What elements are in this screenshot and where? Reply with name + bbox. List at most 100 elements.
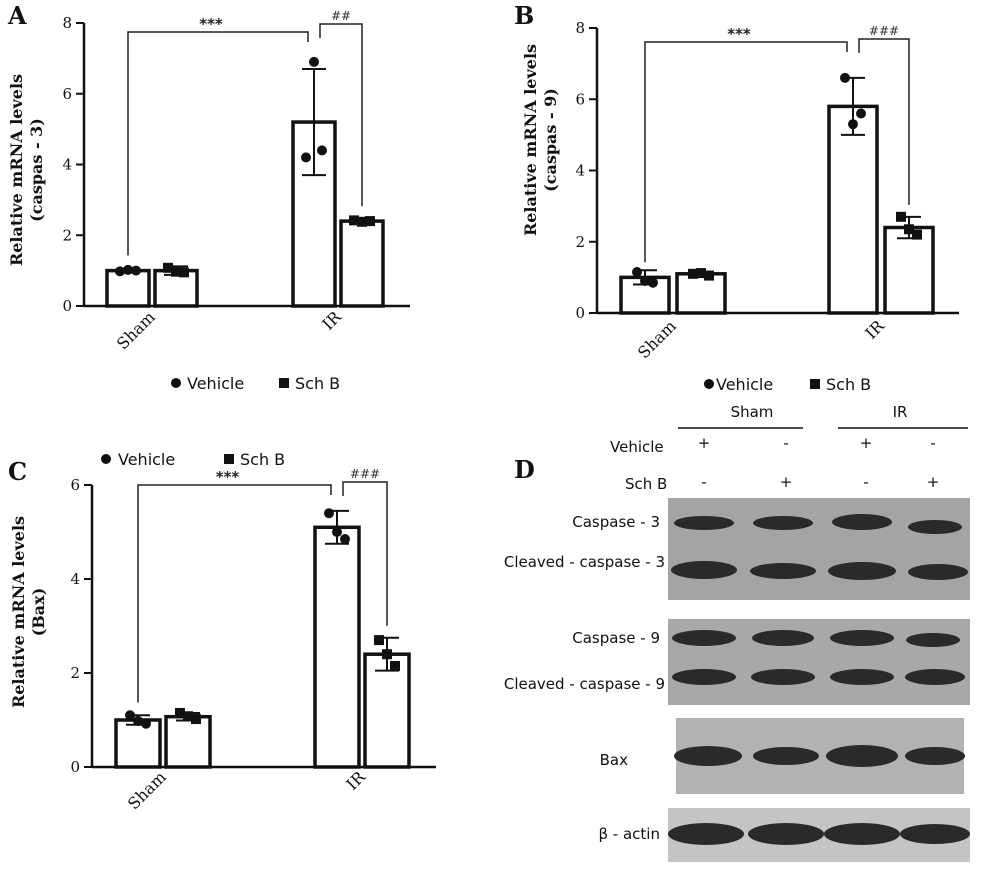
category-label: Sham (113, 307, 159, 353)
bar (675, 272, 727, 315)
wb-sign: + (927, 473, 940, 491)
bar (883, 225, 935, 315)
wb-row-vehicle: Vehicle (610, 438, 664, 456)
legend-a: Vehicle Sch B (171, 374, 340, 393)
bar (339, 219, 385, 308)
legend-square-icon (279, 378, 289, 388)
data-point (123, 264, 133, 275)
y-tick-label: 0 (62, 297, 72, 315)
y-tick-label: 8 (575, 19, 585, 37)
wb-group-ir: IR (893, 403, 908, 421)
panel-letter-a: A (7, 1, 27, 30)
band (908, 564, 968, 580)
band (906, 633, 960, 647)
band (671, 561, 737, 579)
y-axis-label-line: Relative mRNA levels (9, 516, 28, 708)
significance-bracket (858, 38, 910, 205)
significance-label: *** (727, 25, 751, 43)
data-point (374, 635, 384, 646)
bar (105, 268, 151, 308)
category-label: Sham (634, 316, 680, 362)
significance-label: ### (869, 24, 899, 38)
y-tick-label: 2 (70, 664, 80, 682)
blot-membrane-caspase3 (668, 498, 970, 600)
data-point (125, 710, 135, 721)
legend-b: Vehicle Sch B (704, 375, 871, 394)
y-tick-label: 6 (575, 90, 585, 108)
bar (114, 718, 162, 769)
legend-c: Vehicle Sch B (101, 450, 285, 469)
data-point (357, 216, 367, 227)
y-axis-label-line: (caspas - 9) (541, 88, 560, 192)
data-point (309, 56, 319, 67)
legend-circle-icon (704, 379, 714, 389)
data-point (648, 277, 658, 288)
wb-sign: - (930, 434, 935, 452)
wb-band-label: Bax (600, 751, 628, 769)
legend-b-vehicle: Vehicle (716, 375, 773, 394)
wb-band-label: Caspase - 9 (572, 629, 660, 647)
band (753, 516, 813, 530)
significance-bracket (319, 23, 363, 207)
wb-sign: + (780, 473, 793, 491)
y-tick-label: 0 (70, 758, 80, 776)
data-point (912, 229, 922, 240)
band (750, 563, 816, 579)
category-label: IR (342, 767, 369, 794)
data-point (317, 145, 327, 156)
legend-circle-icon (101, 454, 111, 464)
chart-a: 0 2 4 6 8 Relative mRNA levels(caspas - 3) Sha… (7, 9, 410, 353)
bar (291, 120, 337, 308)
category-label: IR (318, 307, 345, 334)
chart-b: 0 2 4 6 8 Relative mRNA levels(caspas - 9) Sha… (521, 19, 959, 362)
data-point (365, 216, 375, 227)
data-point (324, 508, 334, 519)
significance-label: *** (199, 15, 223, 33)
band (832, 514, 892, 530)
y-axis-label: Relative mRNA levels(Bax) (9, 516, 48, 708)
data-point (349, 215, 359, 226)
wb-band-label: Cleaved - caspase - 3 (504, 553, 665, 571)
legend-b-schb: Sch B (826, 375, 871, 394)
data-point (131, 265, 141, 276)
data-point (896, 211, 906, 222)
band (830, 669, 894, 685)
y-tick-label: 2 (575, 233, 585, 251)
wb-band-label: Caspase - 3 (572, 513, 660, 531)
y-axis-label: Relative mRNA levels(caspas - 3) (7, 74, 46, 266)
y-axis-label: Relative mRNA levels(caspas - 9) (521, 44, 560, 236)
band (672, 630, 736, 646)
significance-bracket (127, 31, 309, 256)
bar (313, 525, 361, 769)
band (905, 669, 965, 685)
legend-square-icon (810, 379, 820, 389)
y-axis-label-line: (caspas - 3) (27, 118, 46, 222)
data-point (632, 267, 642, 278)
y-axis-label-line: Relative mRNA levels (521, 44, 540, 236)
data-point (696, 268, 706, 279)
wb-band-label: Cleaved - caspase - 9 (504, 675, 665, 693)
wb-band-label: β - actin (598, 825, 660, 843)
data-point (688, 268, 698, 279)
significance-label: ### (350, 467, 380, 481)
legend-circle-icon (171, 378, 181, 388)
wb-row-schb: Sch B (625, 475, 667, 493)
category-label: Sham (124, 767, 170, 813)
bar (827, 104, 879, 315)
legend-square-icon (224, 454, 234, 464)
data-point (904, 224, 914, 235)
wb-sign: + (698, 434, 711, 452)
band (908, 520, 962, 534)
significance-bracket (342, 481, 388, 626)
data-point (115, 266, 125, 277)
y-tick-label: 4 (575, 162, 585, 180)
wb-sign: - (783, 434, 788, 452)
data-point (840, 72, 850, 83)
bar (164, 714, 212, 769)
data-point (382, 649, 392, 660)
data-point (848, 119, 858, 130)
y-axis-label-line: Relative mRNA levels (7, 74, 26, 266)
data-point (191, 714, 201, 725)
data-point (179, 267, 189, 278)
data-point (141, 718, 151, 729)
